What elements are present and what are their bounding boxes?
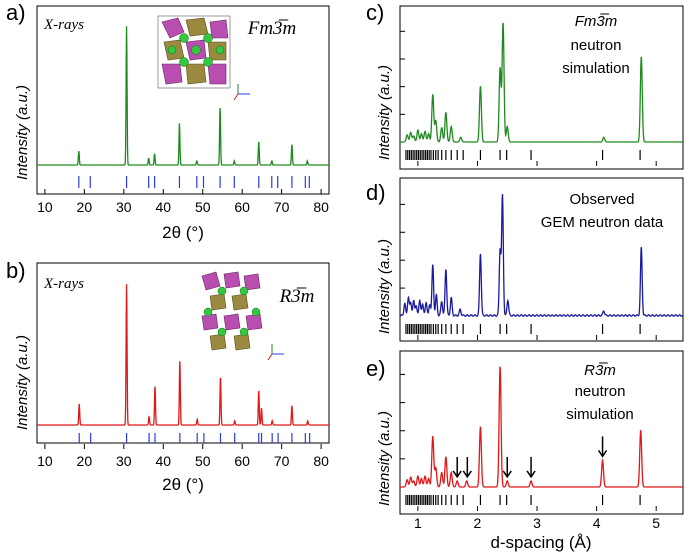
x-tick-label-e-4: 5 [652, 515, 660, 531]
x-tick-label-e-2: 3 [533, 515, 541, 531]
x-tick-label-e-1: 2 [474, 515, 482, 531]
arrow-head-1 [462, 470, 472, 479]
note-c-line2: simulation [562, 60, 630, 77]
x-tick-label-a-7: 80 [313, 199, 329, 215]
note-e-line1: neutron [575, 383, 626, 400]
x-tick-label-e-0: 1 [414, 515, 422, 531]
ylabel-a: Intensity (a.u.) [14, 85, 31, 180]
ylabel-d: Intensity (a.u.) [376, 239, 393, 334]
x-tick-label-b-3: 40 [155, 453, 171, 469]
frame-c [399, 5, 684, 170]
data-line-a [37, 26, 329, 166]
x-tick-label-b-7: 80 [313, 453, 329, 469]
arrow-head-2 [502, 470, 512, 479]
note-d-line1: Observed [569, 191, 634, 208]
data-line-e [400, 366, 683, 488]
panel-label-b: b) [6, 258, 26, 283]
space-group-a: Fm3̅m [247, 18, 297, 39]
panel-label-c: c) [366, 0, 384, 25]
note-d-line2: GEM neutron data [541, 214, 664, 231]
x-tick-label-a-3: 40 [155, 199, 171, 215]
x-tick-label-a-5: 60 [234, 199, 250, 215]
frame-a [36, 5, 330, 195]
space-group-c: Fm3̅m [575, 13, 618, 30]
ylabel-e: Intensity (a.u.) [376, 411, 393, 506]
space-group-b: R3̅m [279, 286, 315, 307]
data-line-c [400, 22, 683, 143]
x-tick-label-b-2: 30 [116, 453, 132, 469]
xlabel-a: 2θ (°) [162, 223, 204, 242]
x-tick-label-e-3: 4 [593, 515, 601, 531]
note-e-line2: simulation [566, 406, 634, 423]
x-tick-label-b-4: 50 [195, 453, 211, 469]
data-line-b [37, 284, 329, 426]
note-c-line1: neutron [571, 37, 622, 54]
frame-b [36, 262, 330, 444]
frame-e [399, 350, 684, 515]
arrow-head-0 [452, 470, 462, 479]
crystal-structure-b-image [201, 271, 284, 361]
source-label-b: X-rays [43, 276, 84, 292]
xlabel-b: 2θ (°) [162, 475, 204, 494]
x-tick-label-a-1: 20 [77, 199, 93, 215]
space-group-e: R3̅m [584, 362, 616, 379]
frame-d [399, 177, 684, 342]
x-tick-label-a-6: 70 [274, 199, 290, 215]
panel-label-e: e) [366, 356, 386, 381]
x-tick-label-b-1: 20 [77, 453, 93, 469]
arrow-head-4 [597, 449, 608, 458]
ylabel-c: Intensity (a.u.) [376, 65, 393, 160]
crystal-structure-a-image [157, 15, 250, 101]
x-tick-label-a-2: 30 [116, 199, 132, 215]
panel-label-d: d) [366, 180, 386, 205]
data-line-d [399, 194, 684, 317]
x-tick-label-a-0: 10 [37, 199, 53, 215]
x-tick-label-a-4: 50 [195, 199, 211, 215]
arrow-head-3 [526, 470, 536, 479]
panel-label-a: a) [6, 0, 26, 25]
x-tick-label-b-6: 70 [274, 453, 290, 469]
source-label-a: X-rays [43, 17, 84, 33]
xlabel-e: d-spacing (Å) [490, 533, 591, 552]
x-tick-label-b-5: 60 [234, 453, 250, 469]
ylabel-b: Intensity (a.u.) [14, 335, 31, 430]
x-tick-label-b-0: 10 [37, 453, 53, 469]
